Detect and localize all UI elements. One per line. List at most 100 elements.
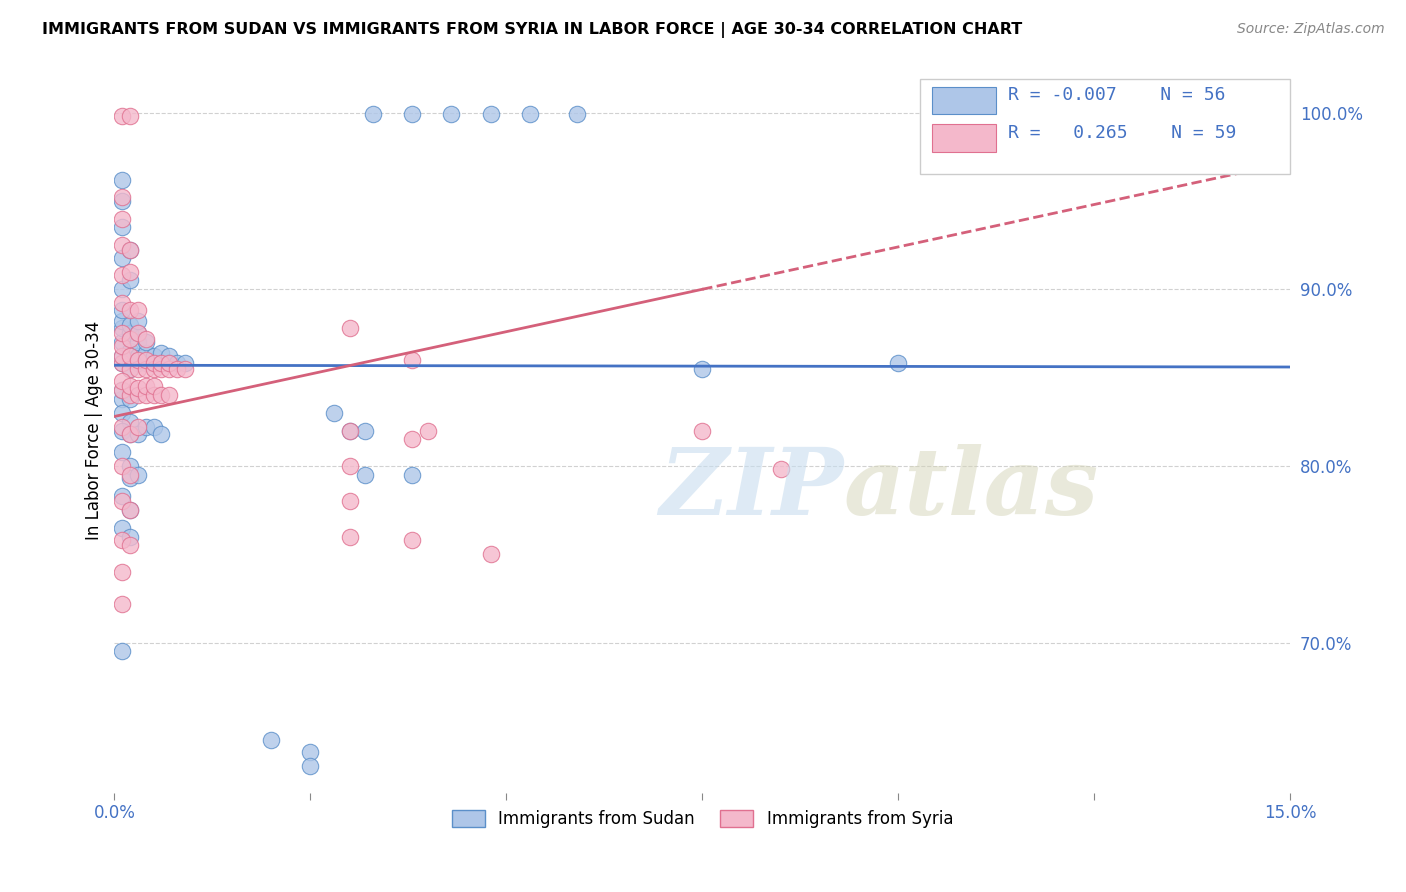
- Point: [157, 350, 180, 364]
- Point: [135, 332, 157, 346]
- Point: [135, 335, 157, 350]
- Point: [120, 109, 142, 123]
- Text: R =   0.265    N = 59: R = 0.265 N = 59: [1008, 124, 1236, 142]
- Point: [111, 190, 134, 204]
- Point: [887, 356, 910, 370]
- Point: [120, 350, 142, 364]
- Point: [111, 251, 134, 265]
- Point: [339, 424, 361, 438]
- Point: [166, 361, 188, 376]
- Point: [127, 326, 149, 341]
- Point: [440, 107, 463, 121]
- Point: [111, 356, 134, 370]
- Point: [157, 356, 180, 370]
- Point: [135, 353, 157, 368]
- Point: [120, 265, 142, 279]
- Point: [401, 433, 423, 447]
- Point: [565, 107, 588, 121]
- Point: [120, 332, 142, 346]
- Bar: [932, 124, 997, 152]
- Point: [142, 350, 165, 364]
- Point: [401, 467, 423, 482]
- Point: [111, 644, 134, 658]
- Point: [120, 273, 142, 287]
- Point: [120, 318, 142, 332]
- Point: [111, 303, 134, 318]
- Point: [174, 361, 197, 376]
- Point: [135, 420, 157, 434]
- Point: [111, 220, 134, 235]
- Point: [120, 379, 142, 393]
- Point: [127, 356, 149, 370]
- Point: [120, 503, 142, 517]
- Point: [111, 489, 134, 503]
- Point: [339, 458, 361, 473]
- Point: [111, 173, 134, 187]
- Point: [120, 427, 142, 442]
- Point: [111, 392, 134, 406]
- Point: [260, 732, 283, 747]
- Point: [120, 458, 142, 473]
- Point: [111, 339, 134, 353]
- Point: [127, 326, 149, 341]
- Point: [135, 379, 157, 393]
- Point: [111, 194, 134, 208]
- Point: [127, 361, 149, 376]
- Point: [111, 326, 134, 341]
- Point: [142, 388, 165, 402]
- Point: [120, 361, 142, 376]
- Point: [111, 109, 134, 123]
- Point: [401, 533, 423, 547]
- Point: [111, 383, 134, 397]
- Point: [142, 361, 165, 376]
- Point: [111, 268, 134, 282]
- Point: [354, 424, 377, 438]
- Point: [150, 346, 173, 360]
- Point: [127, 353, 149, 368]
- Point: [479, 107, 502, 121]
- Point: [135, 388, 157, 402]
- Point: [120, 415, 142, 429]
- Point: [127, 303, 149, 318]
- Point: [111, 521, 134, 535]
- Bar: [932, 87, 997, 114]
- Point: [690, 361, 713, 376]
- Point: [361, 107, 384, 121]
- Point: [157, 361, 180, 376]
- Point: [111, 296, 134, 310]
- Y-axis label: In Labor Force | Age 30-34: In Labor Force | Age 30-34: [86, 321, 103, 541]
- Point: [127, 381, 149, 395]
- Point: [690, 424, 713, 438]
- Point: [299, 745, 322, 759]
- Point: [150, 427, 173, 442]
- Point: [120, 361, 142, 376]
- Text: Source: ZipAtlas.com: Source: ZipAtlas.com: [1237, 22, 1385, 37]
- Point: [127, 420, 149, 434]
- Point: [111, 597, 134, 611]
- Point: [142, 356, 165, 370]
- Point: [120, 353, 142, 368]
- Point: [127, 314, 149, 328]
- Point: [120, 471, 142, 485]
- Point: [111, 383, 134, 397]
- Point: [127, 388, 149, 402]
- Point: [322, 406, 344, 420]
- Point: [150, 356, 173, 370]
- Point: [111, 335, 134, 350]
- Point: [127, 427, 149, 442]
- Point: [120, 467, 142, 482]
- Point: [120, 530, 142, 544]
- Text: R = -0.007    N = 56: R = -0.007 N = 56: [1008, 87, 1226, 104]
- Text: atlas: atlas: [844, 443, 1098, 533]
- Point: [142, 356, 165, 370]
- Point: [135, 356, 157, 370]
- Point: [111, 406, 134, 420]
- Point: [120, 538, 142, 552]
- Point: [111, 565, 134, 579]
- Point: [299, 759, 322, 773]
- Point: [479, 547, 502, 561]
- Point: [111, 321, 134, 335]
- Point: [111, 356, 134, 370]
- Point: [111, 424, 134, 438]
- Point: [150, 361, 173, 376]
